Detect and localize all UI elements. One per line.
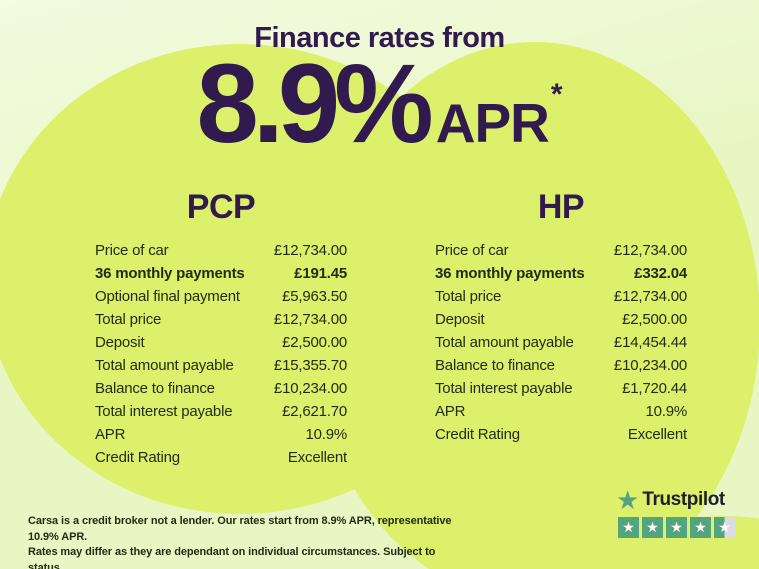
- table-row: 36 monthly payments £332.04: [435, 262, 687, 285]
- row-value: £12,734.00: [613, 242, 687, 259]
- trustpilot-rating-stars: ★ ★ ★ ★ ★: [618, 517, 736, 538]
- table-row: Total amount payable £15,355.70: [95, 354, 347, 377]
- pcp-title: PCP: [186, 188, 256, 226]
- row-value: £5,963.50: [282, 288, 347, 305]
- row-value: £2,621.70: [282, 403, 347, 420]
- row-label: Balance to finance: [95, 380, 215, 397]
- row-value: £332.04: [634, 265, 687, 282]
- table-row: Total amount payable £14,454.44: [435, 331, 687, 354]
- row-label: Deposit: [95, 334, 145, 351]
- table-row: 36 monthly payments £191.45: [95, 262, 347, 285]
- row-label: Credit Rating: [435, 426, 520, 443]
- half-star-icon: ★: [714, 517, 735, 538]
- trustpilot-brand-text: Trustpilot: [642, 489, 725, 510]
- headline-rate: 8.9% APR *: [0, 48, 759, 160]
- hp-title: HP: [537, 188, 585, 226]
- pcp-table: PCP Price of car £12,734.00 36 monthly p…: [95, 188, 347, 469]
- row-value: £12,734.00: [613, 288, 687, 305]
- row-label: Total interest payable: [95, 403, 233, 420]
- table-row: Total price £12,734.00: [95, 308, 347, 331]
- row-label: Deposit: [435, 311, 485, 328]
- row-label: Total amount payable: [95, 357, 234, 374]
- row-value: £10,234.00: [613, 357, 687, 374]
- row-value: £191.45: [294, 265, 347, 282]
- table-row: Deposit £2,500.00: [95, 331, 347, 354]
- star-icon: ★: [642, 517, 663, 538]
- star-icon: ★: [618, 517, 639, 538]
- table-row: Total interest payable £2,621.70: [95, 400, 347, 423]
- disclaimer-line-2: Rates may differ as they are dependant o…: [28, 546, 436, 569]
- row-value: £12,734.00: [273, 311, 347, 328]
- star-icon: ★: [666, 517, 687, 538]
- trustpilot-logo: ★ Trustpilot: [616, 487, 736, 513]
- row-label: Balance to finance: [435, 357, 555, 374]
- background-blob-right: [310, 42, 759, 569]
- table-row: Price of car £12,734.00: [95, 239, 347, 262]
- row-label: APR: [95, 426, 126, 443]
- row-label: Credit Rating: [95, 449, 180, 466]
- table-row: Credit Rating Excellent: [435, 423, 687, 446]
- row-value: £15,355.70: [273, 357, 347, 374]
- row-label: Optional final payment: [95, 288, 240, 305]
- table-row: Balance to finance £10,234.00: [95, 377, 347, 400]
- row-value: £14,454.44: [613, 334, 687, 351]
- table-row: APR 10.9%: [435, 400, 687, 423]
- row-value: £2,500.00: [282, 334, 347, 351]
- row-label: Total price: [95, 311, 162, 328]
- disclaimer-line-1: Carsa is a credit broker not a lender. O…: [28, 515, 452, 543]
- row-value: 10.9%: [305, 426, 347, 443]
- table-row: Optional final payment £5,963.50: [95, 285, 347, 308]
- trustpilot-star-icon: ★: [616, 485, 640, 515]
- banner-title: Finance rates from: [254, 22, 505, 54]
- trustpilot-badge[interactable]: ★ Trustpilot ★ ★ ★ ★ ★: [616, 487, 736, 538]
- table-row: Total price £12,734.00: [435, 285, 687, 308]
- row-value: Excellent: [287, 449, 347, 466]
- row-label: 36 monthly payments: [95, 265, 245, 282]
- row-value: £12,734.00: [273, 242, 347, 259]
- row-label: 36 monthly payments: [435, 265, 585, 282]
- row-value: 10.9%: [645, 403, 687, 420]
- rate-asterisk: *: [550, 78, 563, 111]
- table-row: Credit Rating Excellent: [95, 446, 347, 469]
- row-label: APR: [435, 403, 466, 420]
- table-row: APR 10.9%: [95, 423, 347, 446]
- row-value: £2,500.00: [622, 311, 687, 328]
- rate-unit: APR: [435, 92, 550, 154]
- row-value: £1,720.44: [622, 380, 687, 397]
- star-icon: ★: [690, 517, 711, 538]
- table-row: Balance to finance £10,234.00: [435, 354, 687, 377]
- row-label: Total amount payable: [435, 334, 574, 351]
- table-row: Total interest payable £1,720.44: [435, 377, 687, 400]
- table-row: Deposit £2,500.00: [435, 308, 687, 331]
- row-label: Total interest payable: [435, 380, 573, 397]
- row-label: Total price: [435, 288, 502, 305]
- row-value: £10,234.00: [273, 380, 347, 397]
- hp-table: HP Price of car £12,734.00 36 monthly pa…: [435, 188, 687, 446]
- row-label: Price of car: [435, 242, 509, 259]
- table-row: Price of car £12,734.00: [435, 239, 687, 262]
- legal-disclaimer: Carsa is a credit broker not a lender. O…: [28, 514, 458, 569]
- row-label: Price of car: [95, 242, 169, 259]
- rate-value: 8.9%: [196, 41, 433, 166]
- row-value: Excellent: [627, 426, 687, 443]
